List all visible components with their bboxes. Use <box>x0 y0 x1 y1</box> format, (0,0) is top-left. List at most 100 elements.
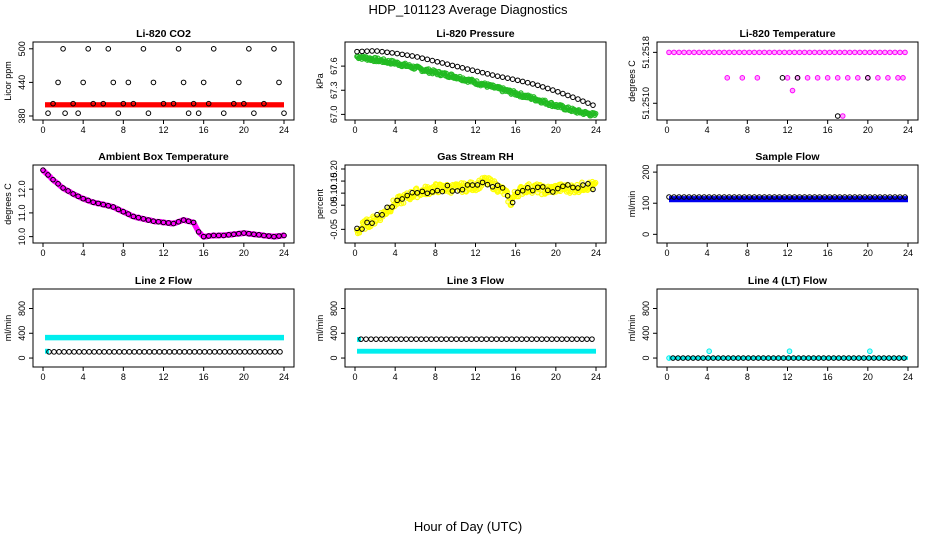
x-tick-label: 20 <box>239 248 249 258</box>
data-point <box>62 110 68 116</box>
panel-title: Li-820 Pressure <box>436 28 514 40</box>
data-point <box>473 336 480 342</box>
y-tick-label: 400 <box>17 326 27 341</box>
data-point <box>483 336 490 342</box>
x-tick-label: 4 <box>705 248 710 258</box>
data-point <box>493 336 500 342</box>
data-point <box>130 213 137 220</box>
x-tick-label: 0 <box>40 125 45 135</box>
data-point <box>231 349 238 355</box>
data-point <box>766 49 773 56</box>
data-point <box>175 218 182 225</box>
data-point <box>504 75 511 81</box>
data-point <box>592 110 599 117</box>
data-point <box>230 100 237 107</box>
x-tick-label: 20 <box>551 372 561 382</box>
data-point <box>414 190 421 196</box>
x-tick-label: 12 <box>782 125 792 135</box>
data-point <box>804 75 811 81</box>
data-point <box>559 336 565 342</box>
data-point <box>865 75 871 81</box>
data-point <box>796 49 803 56</box>
data-point <box>479 69 486 76</box>
data-point <box>151 349 158 355</box>
data-point <box>55 79 61 86</box>
data-point <box>409 53 416 59</box>
data-point <box>418 336 425 342</box>
panel-title: Gas Stream RH <box>437 151 513 163</box>
data-point <box>246 46 252 52</box>
data-point <box>824 75 831 81</box>
panel-sampleflow: Sample Flow ml/min 0 4 8 12 16 20 24 0 100 200 <box>627 151 919 258</box>
series-average <box>40 167 287 240</box>
data-point <box>354 48 360 55</box>
data-point <box>751 49 758 56</box>
data-point <box>686 49 692 56</box>
data-point <box>120 100 127 107</box>
series-all <box>40 167 287 240</box>
x-tick-label: 0 <box>664 248 669 258</box>
y-tick-label: 0 <box>329 356 339 361</box>
data-point <box>539 84 546 90</box>
data-point <box>549 336 555 342</box>
data-point <box>145 110 152 116</box>
data-point <box>90 199 97 206</box>
x-tick-label: 4 <box>393 125 398 135</box>
data-point <box>419 55 426 61</box>
data-point <box>45 172 51 178</box>
data-point <box>389 204 395 210</box>
data-point <box>281 232 287 239</box>
series-average <box>358 336 595 342</box>
data-point <box>206 349 213 355</box>
data-point <box>503 336 510 342</box>
data-point <box>369 220 375 226</box>
data-point <box>901 355 907 361</box>
data-point <box>272 349 278 355</box>
x-tick-label: 24 <box>279 248 289 258</box>
data-point <box>364 219 370 226</box>
data-point <box>488 336 495 342</box>
data-point <box>468 336 475 342</box>
data-point <box>201 349 208 355</box>
x-tick-label: 8 <box>433 248 438 258</box>
x-tick-label: 4 <box>81 372 86 382</box>
data-point <box>130 100 137 107</box>
y-tick-label: 500 <box>17 41 27 56</box>
data-point <box>171 349 178 355</box>
data-point <box>166 349 173 355</box>
data-point <box>359 226 365 232</box>
data-point <box>565 182 571 188</box>
data-point <box>76 349 82 355</box>
data-point <box>902 194 908 200</box>
data-point <box>136 349 143 355</box>
data-point <box>86 349 92 355</box>
data-point <box>389 50 395 56</box>
x-tick-label: 16 <box>199 125 209 135</box>
data-point <box>580 98 586 104</box>
data-point <box>550 189 556 195</box>
data-point <box>399 51 405 58</box>
y-tick-label: 0.20 <box>329 160 339 178</box>
series-average <box>666 194 908 200</box>
data-point <box>429 189 436 195</box>
data-point <box>186 349 193 355</box>
x-tick-label: 16 <box>511 372 521 382</box>
data-point <box>384 49 390 56</box>
x-tick-label: 8 <box>745 248 750 258</box>
data-point <box>71 349 77 355</box>
data-point <box>895 75 901 81</box>
x-tick-label: 4 <box>81 125 86 135</box>
data-point <box>857 49 863 56</box>
data-point <box>739 75 746 81</box>
data-point <box>220 110 227 116</box>
data-point <box>116 349 123 355</box>
data-point <box>359 48 365 55</box>
data-point <box>105 202 112 209</box>
data-point <box>261 100 267 107</box>
data-point <box>40 167 46 173</box>
data-point <box>101 349 108 355</box>
data-point <box>872 49 878 56</box>
data-point <box>90 100 97 107</box>
data-point <box>190 219 197 226</box>
